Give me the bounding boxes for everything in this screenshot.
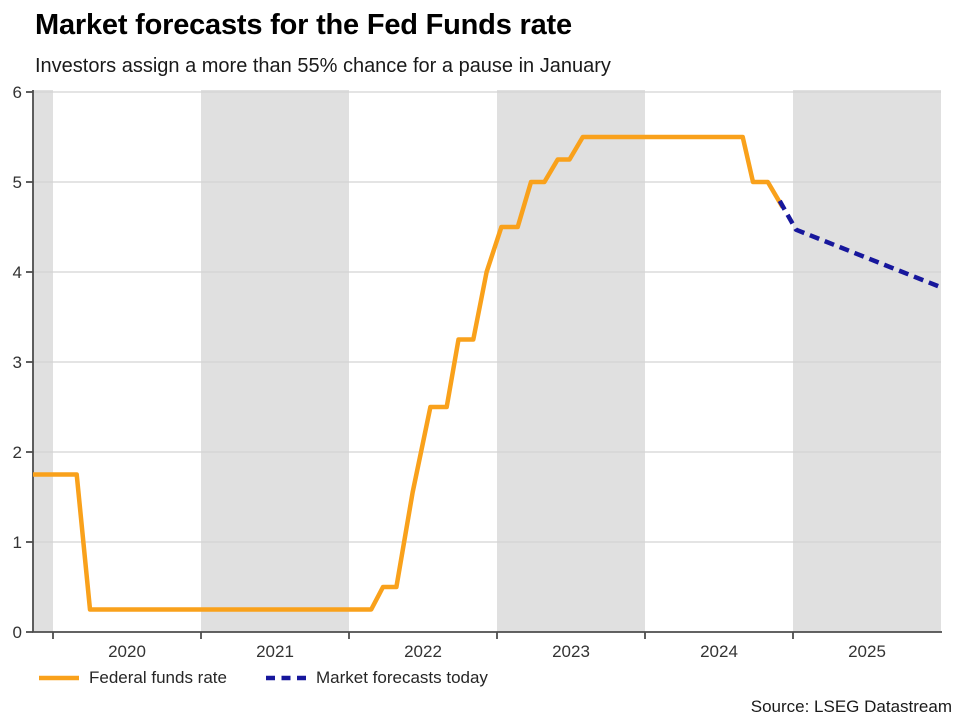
legend-item-federal-funds-rate: Federal funds rate — [38, 668, 227, 688]
svg-text:2: 2 — [13, 443, 22, 462]
svg-text:2020: 2020 — [108, 642, 146, 661]
svg-text:1: 1 — [13, 533, 22, 552]
svg-text:2024: 2024 — [700, 642, 738, 661]
dashed-line-icon — [265, 675, 306, 681]
svg-text:5: 5 — [13, 173, 22, 192]
svg-text:2021: 2021 — [256, 642, 294, 661]
source-credit: Source: LSEG Datastream — [750, 697, 952, 716]
legend-item-market-forecasts: Market forecasts today — [265, 668, 488, 688]
solid-line-icon — [39, 675, 79, 681]
legend-label-forecast: Market forecasts today — [315, 668, 488, 687]
legend: Federal funds rate Market forecasts toda… — [38, 668, 488, 688]
chart-title: Market forecasts for the Fed Funds rate — [35, 9, 572, 41]
svg-text:2022: 2022 — [404, 642, 442, 661]
legend-swatch-federal-funds — [38, 674, 80, 682]
svg-text:4: 4 — [13, 263, 22, 282]
svg-text:0: 0 — [13, 623, 22, 642]
chart-subtitle: Investors assign a more than 55% chance … — [35, 55, 611, 77]
svg-text:2023: 2023 — [552, 642, 590, 661]
svg-text:6: 6 — [13, 83, 22, 102]
legend-label-federal-funds: Federal funds rate — [89, 668, 227, 687]
svg-text:3: 3 — [13, 353, 22, 372]
svg-text:2025: 2025 — [848, 642, 886, 661]
legend-swatch-forecast — [265, 674, 307, 682]
